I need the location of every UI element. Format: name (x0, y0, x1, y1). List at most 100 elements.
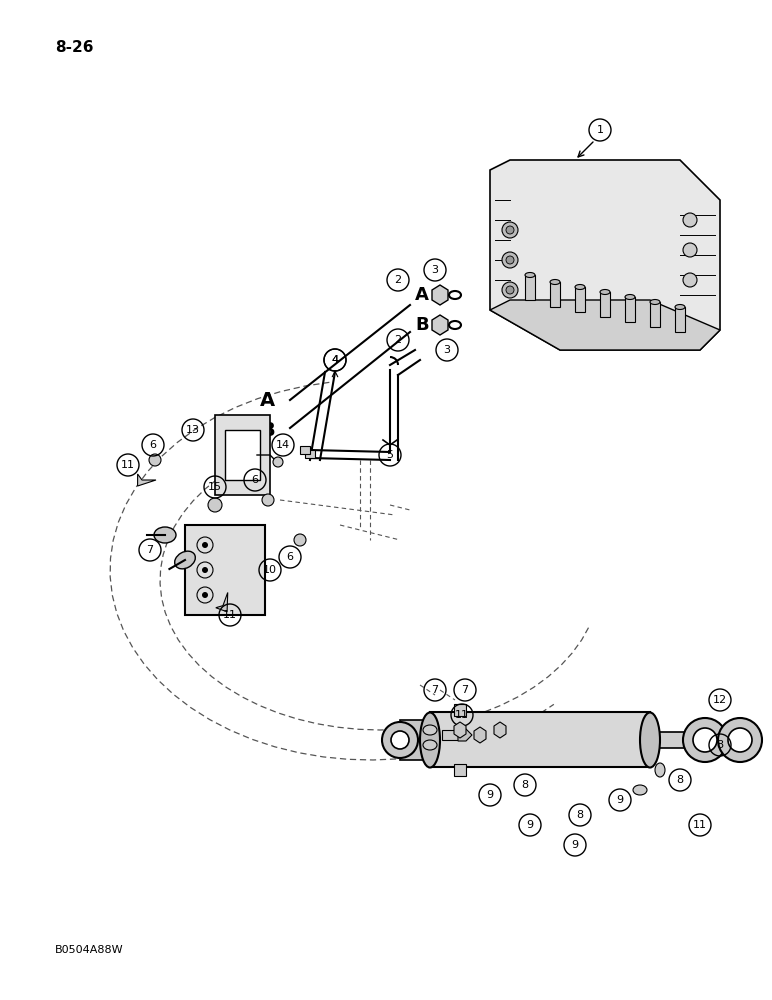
Ellipse shape (154, 527, 176, 543)
Bar (185, 525, 265, 615)
Text: 8: 8 (676, 775, 683, 785)
Text: Rotated 180°: Rotated 180° (540, 324, 632, 336)
Ellipse shape (675, 304, 685, 310)
Ellipse shape (423, 740, 437, 750)
Circle shape (382, 722, 418, 758)
Text: B0504A88W: B0504A88W (55, 945, 124, 955)
Bar (430, 712, 650, 767)
Circle shape (683, 243, 697, 257)
Text: 11: 11 (693, 820, 707, 830)
Ellipse shape (174, 551, 195, 569)
Text: 6: 6 (286, 552, 293, 562)
Text: 2: 2 (394, 275, 401, 285)
Text: 6: 6 (252, 475, 259, 485)
Circle shape (294, 534, 306, 546)
Polygon shape (432, 285, 448, 305)
Bar (650, 302, 660, 327)
Polygon shape (137, 474, 156, 486)
Text: 10: 10 (263, 565, 277, 575)
Text: 14: 14 (276, 440, 290, 450)
Bar (525, 275, 535, 300)
Ellipse shape (655, 763, 665, 777)
Text: 6: 6 (150, 440, 157, 450)
Text: 2: 2 (394, 335, 401, 345)
Bar (454, 764, 466, 776)
Bar (442, 730, 458, 740)
Circle shape (506, 226, 514, 234)
Text: 8: 8 (521, 780, 529, 790)
Text: 7: 7 (432, 685, 438, 695)
Polygon shape (490, 300, 720, 350)
Text: 9: 9 (616, 795, 624, 805)
Bar (625, 297, 635, 322)
Text: 11: 11 (455, 710, 469, 720)
Circle shape (502, 282, 518, 298)
Circle shape (273, 457, 283, 467)
Ellipse shape (525, 272, 535, 277)
Text: 12: 12 (713, 695, 727, 705)
Text: 5: 5 (387, 450, 394, 460)
Ellipse shape (633, 785, 647, 795)
Circle shape (506, 256, 514, 264)
Polygon shape (494, 722, 506, 738)
Text: 8-26: 8-26 (55, 40, 93, 55)
Circle shape (728, 728, 752, 752)
Ellipse shape (600, 290, 610, 294)
Circle shape (506, 286, 514, 294)
Text: 11: 11 (121, 460, 135, 470)
Text: 8: 8 (716, 740, 723, 750)
Text: 3: 3 (432, 265, 438, 275)
Circle shape (208, 498, 222, 512)
Text: 3: 3 (443, 345, 451, 355)
Polygon shape (432, 315, 448, 335)
Circle shape (683, 718, 727, 762)
Text: 4: 4 (331, 355, 339, 365)
Ellipse shape (625, 294, 635, 300)
Circle shape (391, 731, 409, 749)
Bar (454, 704, 466, 716)
Bar (305, 450, 315, 458)
Polygon shape (454, 722, 466, 738)
Text: 7: 7 (147, 545, 154, 555)
Circle shape (502, 252, 518, 268)
Circle shape (718, 718, 762, 762)
Bar (300, 446, 310, 454)
Polygon shape (216, 592, 228, 612)
Circle shape (693, 728, 717, 752)
Circle shape (202, 542, 208, 548)
Ellipse shape (575, 284, 585, 290)
Text: A: A (260, 390, 275, 410)
Ellipse shape (420, 712, 440, 768)
Bar (600, 292, 610, 317)
Bar (400, 720, 430, 760)
Bar (650, 732, 690, 748)
Text: 7: 7 (462, 685, 469, 695)
Bar (550, 282, 560, 307)
Text: A: A (415, 286, 429, 304)
Text: 9: 9 (527, 820, 533, 830)
Text: 1: 1 (597, 125, 604, 135)
Text: 9: 9 (571, 840, 578, 850)
Polygon shape (474, 727, 486, 743)
Circle shape (683, 213, 697, 227)
Circle shape (502, 222, 518, 238)
Text: B: B (415, 316, 428, 334)
Polygon shape (490, 160, 720, 350)
Text: 4: 4 (331, 355, 339, 365)
Polygon shape (458, 729, 472, 741)
Text: 11: 11 (223, 610, 237, 620)
Text: 13: 13 (186, 425, 200, 435)
Bar (215, 415, 270, 495)
Text: B: B (260, 420, 275, 440)
Circle shape (149, 454, 161, 466)
Ellipse shape (640, 712, 660, 768)
Circle shape (262, 494, 274, 506)
Ellipse shape (550, 279, 560, 284)
Text: 15: 15 (208, 482, 222, 492)
Bar (675, 307, 685, 332)
Text: 8: 8 (577, 810, 584, 820)
Circle shape (202, 567, 208, 573)
Text: 9: 9 (486, 790, 493, 800)
Bar (575, 287, 585, 312)
Ellipse shape (650, 300, 660, 304)
